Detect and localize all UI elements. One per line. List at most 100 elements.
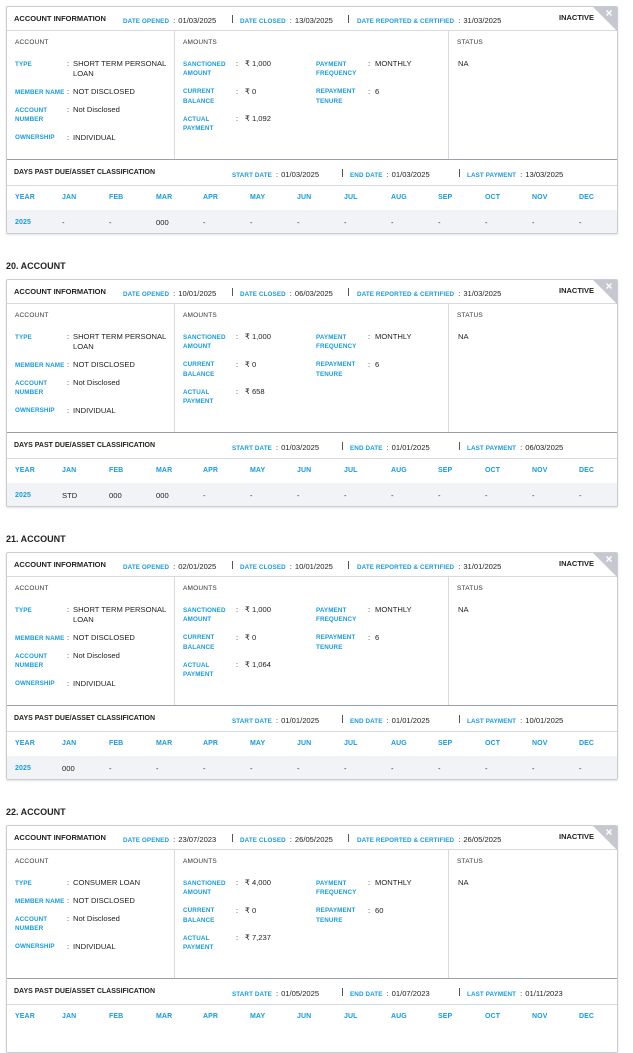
close-corner[interactable] — [593, 826, 617, 850]
dpd-value: - — [438, 491, 441, 500]
amount-label: ACTUAL PAYMENT — [183, 934, 214, 952]
column-heading: AMOUNTS — [183, 858, 217, 865]
detail-colon: : — [67, 332, 70, 341]
field-colon: : — [386, 716, 389, 725]
field-label: DATE REPORTED & CERTIFIED — [357, 837, 455, 844]
field-value: 13/03/2025 — [525, 170, 564, 179]
close-corner[interactable] — [593, 553, 617, 577]
column-heading: STATUS — [457, 312, 483, 319]
year-label: YEAR — [15, 740, 35, 747]
month-label: JUN — [297, 1013, 312, 1020]
month-label: JAN — [62, 740, 77, 747]
dpd-value: - — [485, 491, 488, 500]
detail-label: TYPE — [15, 879, 32, 887]
dpd-value: - — [438, 764, 441, 773]
close-icon — [606, 829, 612, 835]
month-label: NOV — [532, 1013, 548, 1020]
column-heading: STATUS — [457, 585, 483, 592]
close-corner[interactable] — [593, 280, 617, 304]
month-label: FEB — [109, 740, 124, 747]
amount-value: ₹ 4,000 — [245, 878, 271, 887]
detail-row: MEMBER NAME: NOT DISCLOSED — [7, 633, 174, 643]
field: DATE REPORTED & CERTIFIED:31/01/2025 — [357, 553, 501, 576]
month-label: JUL — [344, 740, 358, 747]
field-label: END DATE — [350, 718, 383, 725]
amount-value: ₹ 1,000 — [245, 59, 271, 68]
detail-value: SHORT TERM PERSONAL LOAN — [73, 605, 166, 624]
separator — [348, 288, 349, 296]
dpd-value: - — [109, 764, 112, 773]
detail-value: Not Disclosed — [73, 651, 120, 660]
amount-label: SANCTIONED AMOUNT — [183, 60, 226, 78]
year-label: YEAR — [15, 194, 35, 201]
amount-label: CURRENT BALANCE — [183, 907, 215, 924]
status-value: NA — [458, 605, 469, 614]
detail-value: SHORT TERM PERSONAL LOAN — [73, 332, 166, 351]
detail-value: INDIVIDUAL — [73, 405, 116, 415]
amount-colon: : — [236, 878, 239, 887]
column-heading: ACCOUNT — [15, 312, 49, 319]
field-label: START DATE — [232, 718, 272, 725]
field-label: START DATE — [232, 445, 272, 452]
corner-triangle — [593, 7, 617, 31]
amount-colon: : — [368, 905, 371, 915]
detail-row: TYPE: SHORT TERM PERSONAL LOAN — [7, 332, 174, 352]
amount-label: PAYMENT FREQUENCY — [316, 60, 357, 78]
month-label: DEC — [579, 1013, 595, 1020]
month-label: JAN — [62, 467, 77, 474]
detail-label: ACCOUNT NUMBER — [15, 652, 48, 670]
field-colon: : — [289, 289, 292, 298]
month-label: JUN — [297, 740, 312, 747]
field-colon: : — [289, 835, 292, 844]
detail-row: OWNERSHIP: INDIVIDUAL — [7, 942, 174, 952]
corner-triangle — [593, 280, 617, 304]
month-label: JUL — [344, 467, 358, 474]
dpd-year: 2025 — [15, 765, 31, 772]
close-icon — [606, 10, 612, 16]
field: DATE REPORTED & CERTIFIED:26/05/2025 — [357, 826, 501, 849]
column-heading: AMOUNTS — [183, 39, 217, 46]
separator — [459, 442, 460, 450]
dpd-title: DAYS PAST DUE/ASSET CLASSIFICATION — [14, 442, 156, 449]
amount-value: ₹ 0 — [245, 359, 257, 369]
dpd-value: - — [344, 218, 347, 227]
detail-value: NOT DISCLOSED — [73, 360, 135, 369]
close-icon — [606, 283, 612, 289]
field: DATE OPENED:23/07/2023 — [123, 826, 216, 849]
field: START DATE:01/01/2025 — [232, 706, 319, 731]
field: LAST PAYMENT:06/03/2025 — [467, 433, 563, 458]
dpd-value: - — [579, 491, 582, 500]
field-value: 13/03/2025 — [294, 16, 333, 25]
field: LAST PAYMENT:01/11/2023 — [467, 979, 563, 1004]
amount-label: REPAYMENT TENURE — [316, 361, 356, 378]
month-label: OCT — [485, 740, 501, 747]
detail-value: NOT DISCLOSED — [73, 896, 135, 905]
field-value: 10/01/2025 — [525, 716, 564, 725]
month-header: YEAR JAN FEB MAR APR MAY JUN JUL AUG SEP OCT NOV DEC — [7, 459, 617, 483]
detail-label: MEMBER NAME — [15, 634, 65, 642]
column-heading: ACCOUNT — [15, 585, 49, 592]
separator — [342, 715, 343, 723]
amount-label: CURRENT BALANCE — [183, 634, 215, 651]
amount-value: MONTHLY — [375, 59, 412, 68]
dpd-header: DAYS PAST DUE/ASSET CLASSIFICATION START … — [7, 978, 617, 1005]
field: DATE CLOSED:13/03/2025 — [240, 7, 333, 30]
close-corner[interactable] — [593, 7, 617, 31]
amount-value: ₹ 1,064 — [245, 660, 271, 669]
field-value: 01/07/2023 — [391, 989, 430, 998]
detail-row: ACCOUNT NUMBER: Not Disclosed — [7, 378, 174, 398]
field-label: END DATE — [350, 445, 383, 452]
section-title: ACCOUNT INFORMATION — [14, 287, 106, 296]
month-label: APR — [203, 194, 219, 201]
month-label: FEB — [109, 467, 124, 474]
detail-label: TYPE — [15, 606, 32, 614]
amount-value: 6 — [375, 86, 380, 96]
status-value: NA — [458, 59, 469, 68]
dpd-row: 2025 - - 000 - - - - - - - - - — [7, 210, 617, 233]
amount-label: REPAYMENT TENURE — [316, 907, 356, 924]
dpd-value: 000 — [62, 764, 75, 773]
detail-label: MEMBER NAME — [15, 361, 65, 369]
field-label: START DATE — [232, 172, 272, 179]
field-value: 01/01/2025 — [391, 716, 430, 725]
